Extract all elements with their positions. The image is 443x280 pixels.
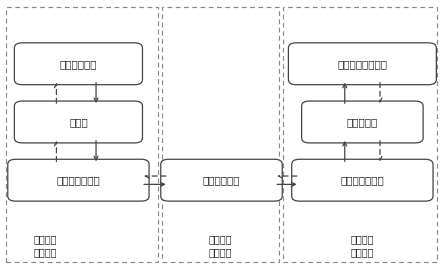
FancyBboxPatch shape <box>291 159 433 201</box>
Text: 地面接收
监控部分: 地面接收 监控部分 <box>350 234 374 257</box>
Bar <box>162 7 279 262</box>
Text: 机载采集系统: 机载采集系统 <box>60 59 97 69</box>
FancyBboxPatch shape <box>288 43 436 85</box>
FancyBboxPatch shape <box>14 43 143 85</box>
Text: 解算计算机: 解算计算机 <box>347 117 378 127</box>
Bar <box>6 7 158 262</box>
Text: 卫星接收
转发部分: 卫星接收 转发部分 <box>208 234 232 257</box>
FancyBboxPatch shape <box>302 101 423 143</box>
Text: 机载北斗收发机: 机载北斗收发机 <box>57 175 100 185</box>
Text: 地面实时监控系统: 地面实时监控系统 <box>338 59 387 69</box>
FancyBboxPatch shape <box>161 159 282 201</box>
Text: 上位机: 上位机 <box>69 117 88 127</box>
Text: 机载采集
发送部分: 机载采集 发送部分 <box>34 234 57 257</box>
FancyBboxPatch shape <box>14 101 143 143</box>
Bar <box>283 7 437 262</box>
FancyBboxPatch shape <box>8 159 149 201</box>
Text: 地面北斗收发机: 地面北斗收发机 <box>341 175 384 185</box>
Text: 北斗卫星系统: 北斗卫星系统 <box>203 175 240 185</box>
